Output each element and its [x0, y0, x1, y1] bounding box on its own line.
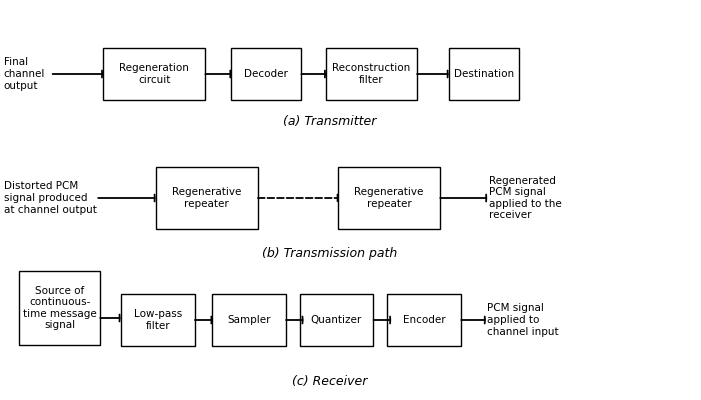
Text: (a) Transmitter: (a) Transmitter — [283, 116, 376, 128]
Text: (b) Transmission path: (b) Transmission path — [262, 248, 397, 260]
Text: (c) Receiver: (c) Receiver — [292, 376, 367, 388]
Bar — [326, 48, 417, 100]
Text: Low-pass
filter: Low-pass filter — [134, 309, 182, 331]
Text: Regenerative
repeater: Regenerative repeater — [355, 187, 423, 209]
Text: Sampler: Sampler — [227, 315, 271, 325]
Bar — [339, 167, 440, 229]
Text: Distorted PCM
signal produced
at channel output: Distorted PCM signal produced at channel… — [4, 182, 96, 214]
Bar — [212, 294, 286, 346]
Bar — [300, 294, 374, 346]
Text: Regenerated
PCM signal
applied to the
receiver: Regenerated PCM signal applied to the re… — [489, 176, 562, 220]
Text: Destination: Destination — [454, 69, 514, 79]
Text: Decoder: Decoder — [245, 69, 288, 79]
Bar — [104, 48, 205, 100]
Text: Encoder: Encoder — [403, 315, 445, 325]
Bar — [121, 294, 195, 346]
Text: Reconstruction
filter: Reconstruction filter — [332, 63, 411, 85]
Bar — [20, 271, 100, 345]
Text: PCM signal
applied to
channel input: PCM signal applied to channel input — [487, 303, 559, 337]
Bar — [156, 167, 257, 229]
Text: Quantizer: Quantizer — [311, 315, 362, 325]
Bar — [387, 294, 461, 346]
Text: Source of
continuous-
time message
signal: Source of continuous- time message signa… — [22, 286, 97, 330]
Bar — [231, 48, 301, 100]
Text: Regenerative
repeater: Regenerative repeater — [172, 187, 241, 209]
Text: Regeneration
circuit: Regeneration circuit — [119, 63, 189, 85]
Text: Final
channel
output: Final channel output — [4, 57, 45, 91]
Bar — [449, 48, 519, 100]
